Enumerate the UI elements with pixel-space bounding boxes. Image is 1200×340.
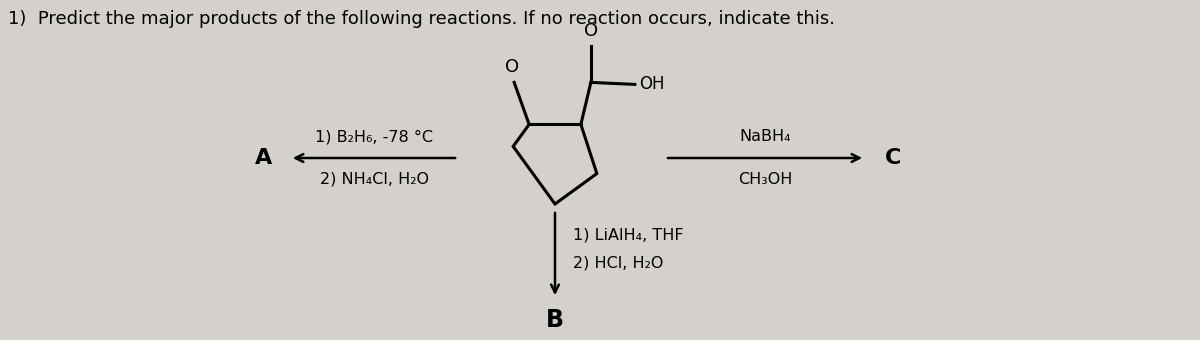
Text: CH₃OH: CH₃OH bbox=[738, 172, 792, 187]
Text: O: O bbox=[505, 58, 520, 76]
Text: O: O bbox=[584, 22, 598, 40]
Text: 2) NH₄Cl, H₂O: 2) NH₄Cl, H₂O bbox=[319, 172, 428, 187]
Text: 2) HCl, H₂O: 2) HCl, H₂O bbox=[574, 256, 664, 271]
Text: 1) B₂H₆, -78 °C: 1) B₂H₆, -78 °C bbox=[314, 129, 433, 144]
Text: NaBH₄: NaBH₄ bbox=[739, 129, 791, 144]
Text: C: C bbox=[886, 148, 901, 168]
Text: B: B bbox=[546, 308, 564, 332]
Text: A: A bbox=[254, 148, 272, 168]
Text: OH: OH bbox=[638, 75, 665, 94]
Text: 1)  Predict the major products of the following reactions. If no reaction occurs: 1) Predict the major products of the fol… bbox=[8, 10, 835, 28]
Text: 1) LiAlH₄, THF: 1) LiAlH₄, THF bbox=[574, 227, 684, 242]
